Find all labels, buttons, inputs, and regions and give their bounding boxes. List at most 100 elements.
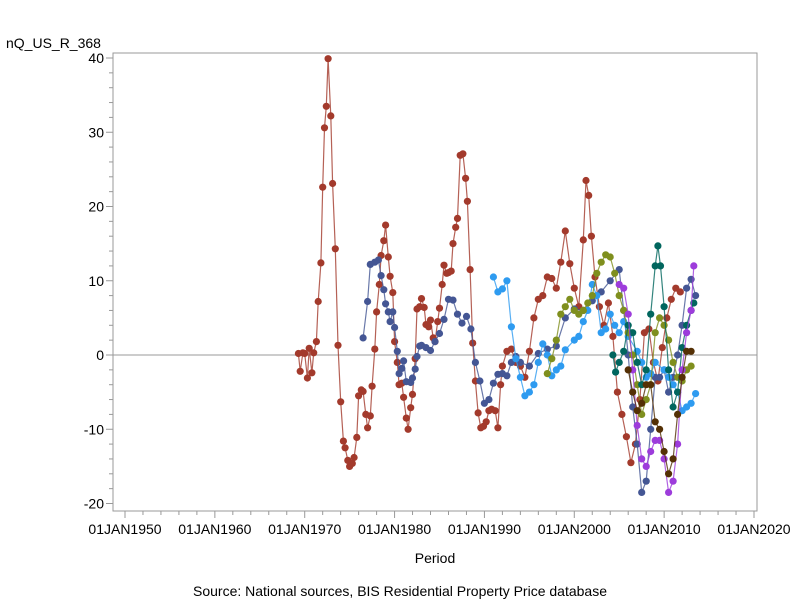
data-point [678, 366, 686, 374]
data-point [557, 258, 565, 266]
data-point [548, 274, 556, 283]
data-point [494, 424, 502, 432]
data-point [334, 341, 342, 349]
data-point [669, 403, 677, 411]
data-point [310, 349, 318, 357]
data-point [660, 321, 668, 329]
y-axis-label: nQ_US_R_368 [6, 35, 101, 51]
data-point [552, 336, 560, 344]
x-tick-label: 01JAN1960 [178, 521, 251, 537]
data-point [459, 150, 467, 158]
data-point [375, 280, 383, 289]
data-point [353, 433, 361, 441]
data-point [503, 372, 511, 380]
y-tick-label: 0 [96, 347, 104, 363]
data-point [622, 433, 631, 441]
data-point [516, 373, 525, 381]
series-series-6 [615, 262, 698, 496]
data-point [548, 355, 556, 363]
data-point [366, 412, 374, 420]
data-point [561, 303, 569, 311]
data-point [407, 404, 415, 412]
data-point [597, 258, 605, 266]
data-point [585, 191, 593, 199]
data-point [658, 344, 666, 352]
data-point [667, 295, 675, 303]
y-tick-label: -20 [84, 496, 104, 512]
data-point [440, 315, 448, 323]
data-point [638, 455, 646, 463]
data-point [391, 338, 399, 346]
plot-frame [112, 52, 758, 512]
data-point [674, 410, 682, 418]
data-point [425, 323, 433, 331]
data-point [498, 285, 506, 293]
data-point [467, 325, 475, 333]
data-point [575, 332, 583, 340]
x-tick-label: 01JAN1990 [448, 521, 521, 537]
data-point [602, 325, 610, 333]
y-tick-label: -10 [84, 421, 104, 437]
data-point [482, 418, 490, 426]
data-point [374, 256, 382, 264]
data-point [638, 488, 646, 496]
data-point [539, 340, 547, 348]
data-point [308, 369, 316, 377]
data-point [435, 304, 444, 312]
data-point [466, 266, 474, 274]
data-point [408, 390, 417, 398]
data-point [435, 329, 444, 338]
data-point [386, 272, 394, 280]
data-point [615, 358, 623, 366]
data-point [615, 292, 623, 300]
data-point [692, 292, 700, 300]
data-point [651, 329, 659, 337]
data-point [485, 396, 493, 404]
data-point [642, 462, 650, 470]
data-point [371, 345, 379, 353]
data-point [438, 280, 446, 289]
data-point [629, 329, 637, 337]
data-point [453, 214, 462, 222]
data-point [525, 347, 534, 355]
data-point [426, 346, 435, 355]
data-point [534, 358, 542, 366]
data-point [674, 440, 682, 448]
data-point [687, 362, 695, 370]
data-point [364, 297, 372, 306]
data-point [476, 377, 484, 385]
data-point [543, 370, 551, 378]
data-point [463, 197, 471, 205]
data-point [642, 366, 650, 374]
data-point [647, 310, 655, 318]
x-tick-label: 01JAN1950 [88, 521, 161, 537]
data-point [503, 277, 511, 285]
data-point [322, 102, 330, 110]
data-point [389, 308, 397, 316]
data-point [452, 223, 460, 231]
data-point [620, 347, 628, 355]
data-point [660, 303, 668, 311]
data-point [408, 374, 417, 382]
data-point [683, 329, 691, 337]
data-point [654, 242, 662, 250]
data-point [651, 262, 659, 270]
data-point [386, 318, 394, 326]
series-series-7 [624, 347, 695, 478]
data-point [380, 286, 388, 294]
data-point [377, 272, 385, 280]
data-point [462, 174, 470, 182]
data-point [687, 399, 695, 407]
data-point [665, 388, 673, 396]
data-point [690, 262, 698, 270]
x-tick-label: 01JAN2020 [717, 521, 790, 537]
data-point [507, 345, 515, 353]
data-point [380, 237, 388, 245]
data-point [453, 310, 462, 318]
data-point [629, 388, 637, 396]
data-point [393, 358, 401, 366]
data-point [530, 314, 538, 322]
data-point [350, 453, 358, 462]
data-point [627, 459, 635, 467]
